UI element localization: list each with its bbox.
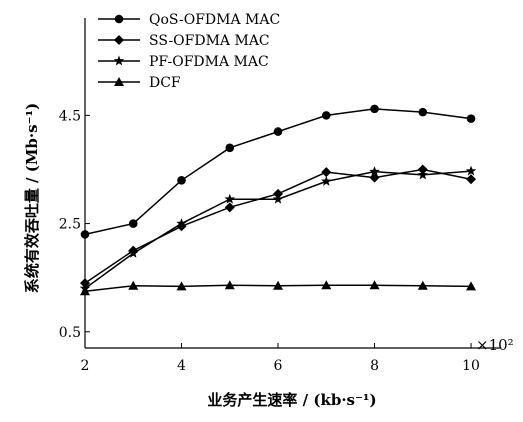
data-point — [369, 172, 380, 183]
y-tick-label: 0.5 — [59, 325, 81, 341]
data-point — [321, 167, 332, 178]
data-point — [80, 230, 90, 239]
y-tick-label: 2.5 — [59, 217, 81, 233]
legend: QoS-OFDMA MAC SS-OFDMA MAC PF-OFDMA MAC DCF — [98, 12, 280, 91]
data-point — [321, 280, 332, 290]
data-point — [224, 280, 235, 290]
data-point — [465, 165, 477, 176]
data-point — [176, 218, 187, 229]
legend-label: QoS-OFDMA MAC — [149, 12, 280, 28]
data-point — [224, 202, 235, 213]
legend-label: PF-OFDMA MAC — [149, 54, 269, 70]
axes — [84, 18, 500, 349]
data-point — [466, 281, 477, 291]
x-tick-label: 4 — [177, 358, 186, 374]
x-axis-label: 业务产生速率 / (kb·s⁻¹) — [207, 391, 376, 409]
x-tick-label: 6 — [274, 358, 283, 374]
x-multiplier-label: ×10² — [476, 336, 514, 354]
data-point — [273, 127, 283, 136]
data-point — [369, 166, 380, 177]
series-pf-ofdma-mac — [79, 165, 477, 293]
data-point — [321, 175, 332, 186]
legend-label: DCF — [149, 75, 181, 91]
series-line — [84, 168, 472, 284]
data-point — [466, 114, 476, 123]
series-qos-ofdma-mac — [80, 104, 476, 239]
ticks: 2 4 6 8 10 0.5 2.5 4.5 — [59, 108, 480, 374]
y-tick-label: 4.5 — [59, 108, 81, 124]
x-tick-label: 8 — [370, 358, 379, 374]
data-point — [273, 280, 284, 290]
data-point — [370, 104, 379, 114]
data-point — [80, 286, 90, 296]
data-point — [176, 281, 187, 291]
data-point — [225, 143, 235, 153]
data-point — [369, 280, 380, 290]
legend-entry: DCF — [98, 75, 181, 91]
data-point — [466, 174, 477, 185]
series-line — [84, 170, 472, 290]
data-point — [417, 280, 428, 290]
data-point — [224, 193, 235, 204]
data-point — [418, 107, 428, 117]
data-point — [128, 219, 138, 228]
data-point — [417, 169, 429, 180]
data-point — [321, 111, 331, 120]
data-point — [128, 247, 139, 258]
data-point — [272, 193, 284, 204]
legend-marker — [114, 77, 124, 86]
legend-marker — [113, 55, 125, 66]
legend-entry: QoS-OFDMA MAC — [98, 12, 280, 28]
series-group — [79, 104, 477, 296]
legend-marker — [114, 14, 124, 24]
series-dcf — [80, 280, 477, 296]
series-ss-ofdma-mac — [80, 164, 477, 289]
data-point — [177, 175, 186, 185]
legend-entry: PF-OFDMA MAC — [98, 54, 269, 70]
legend-marker — [114, 35, 124, 45]
legend-entry: SS-OFDMA MAC — [98, 33, 270, 49]
x-tick-label: 10 — [462, 358, 480, 374]
data-point — [128, 280, 139, 290]
y-axis-label: 系统有效吞吐量 / (Mb·s⁻¹) — [23, 103, 41, 293]
legend-label: SS-OFDMA MAC — [149, 33, 270, 49]
x-tick-label: 2 — [81, 358, 90, 374]
